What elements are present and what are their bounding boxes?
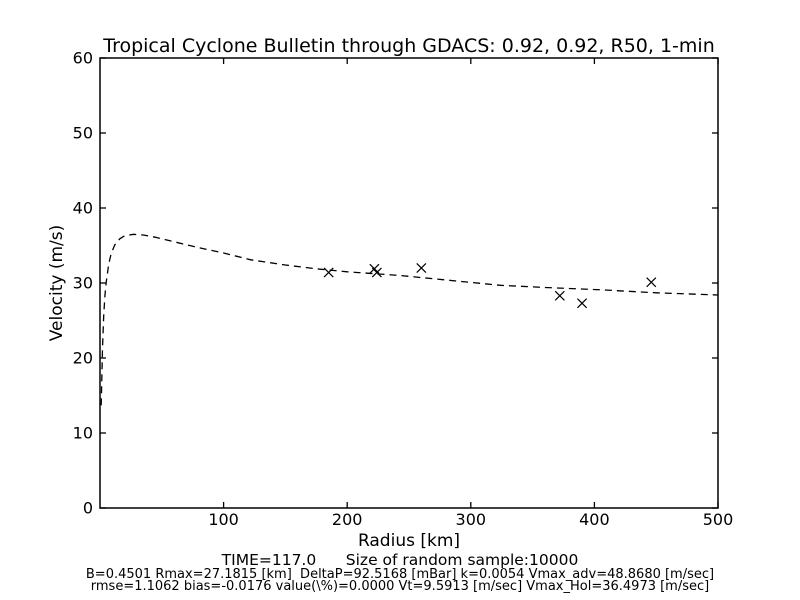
x-tick-label: 400 xyxy=(579,510,610,529)
axes-box xyxy=(99,57,719,509)
x-axis-label: Radius [km] xyxy=(358,531,460,551)
sample-x-marker xyxy=(323,267,334,278)
y-tick-label: 60 xyxy=(73,49,93,68)
sample-x-marker xyxy=(369,263,380,274)
chart-title: Tropical Cyclone Bulletin through GDACS:… xyxy=(103,35,715,57)
y-tick-label: 40 xyxy=(73,199,93,218)
y-tick-label: 20 xyxy=(73,349,93,368)
y-axis-label: Velocity (m/s) xyxy=(47,225,67,342)
sample-x-marker xyxy=(554,290,565,301)
x-tick-label: 200 xyxy=(332,510,363,529)
sample-x-marker xyxy=(646,277,657,288)
y-tick-label: 30 xyxy=(73,274,93,293)
sample-x-marker xyxy=(416,262,427,274)
holland-curve-line xyxy=(100,233,719,406)
annotation-params-2: rmse=1.1062 bias=-0.0176 value(\%)=0.000… xyxy=(90,579,710,594)
x-tick-label: 500 xyxy=(703,510,734,529)
y-tick-label: 50 xyxy=(73,124,93,143)
annotation-params-1: B=0.4501 Rmax=27.1815 [km] DeltaP=92.516… xyxy=(85,567,715,582)
sample-x-marker xyxy=(577,298,588,309)
sample-x-marker xyxy=(371,267,382,278)
y-tick-label: 0 xyxy=(83,499,93,518)
x-tick-label: 300 xyxy=(456,510,487,529)
annotation-time-sample: TIME=117.0 Size of random sample:10000 xyxy=(221,551,579,569)
y-tick-label: 10 xyxy=(73,424,93,443)
x-tick-label: 100 xyxy=(208,510,239,529)
